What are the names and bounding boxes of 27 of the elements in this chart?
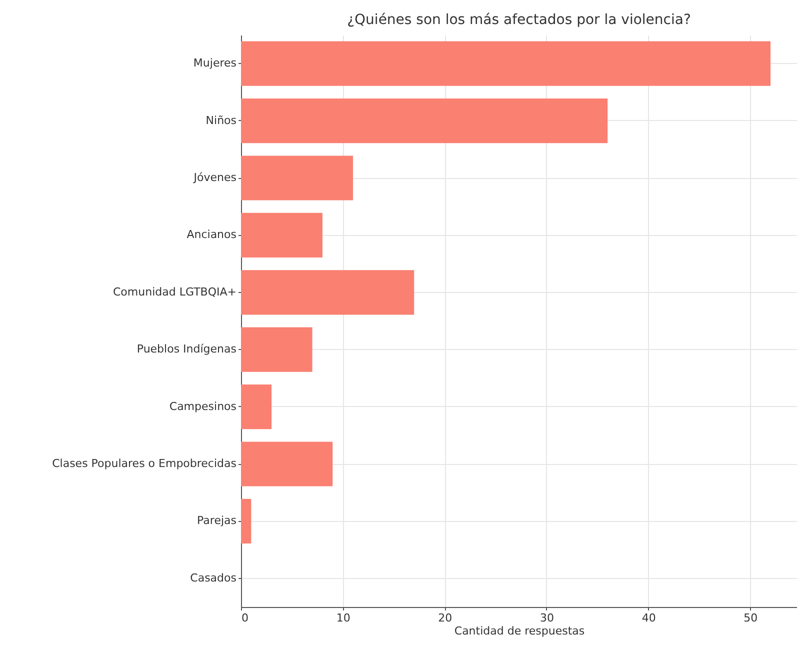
x-tick-label: 20: [438, 612, 452, 624]
bar: [241, 212, 322, 258]
x-tick-label: 0: [242, 612, 248, 624]
y-tick-label: Ancianos: [186, 228, 237, 242]
bar: [241, 98, 608, 144]
x-axis-title: Cantidad de respuestas: [454, 624, 585, 638]
bar: [241, 327, 312, 372]
x-tick-label: 30: [540, 612, 554, 624]
bar: [241, 156, 354, 200]
y-tick-label: Jóvenes: [192, 171, 237, 184]
y-tick-label: Niños: [206, 114, 237, 127]
bar: [241, 498, 252, 544]
y-tick-label: Campesinos: [169, 400, 237, 413]
x-tick-label: 50: [744, 612, 758, 624]
bar: [241, 442, 333, 486]
chart-title: ¿Quiénes son los más afectados por la violencia?: [347, 12, 691, 28]
y-tick-label: Pueblos Indígenas: [136, 342, 237, 356]
y-tick-label: Clases Populares o Empobrecidas: [52, 457, 237, 470]
bar: [241, 270, 414, 315]
y-tick-label: Comunidad LGTBQIA+: [113, 285, 236, 298]
y-tick-label: Parejas: [197, 514, 237, 528]
bar: [241, 384, 272, 430]
y-tick-label: Mujeres: [193, 56, 237, 70]
x-tick-label: 10: [336, 612, 350, 624]
bar: [241, 41, 771, 86]
x-tick-label: 40: [642, 612, 656, 624]
y-tick-label: Casados: [190, 571, 237, 584]
